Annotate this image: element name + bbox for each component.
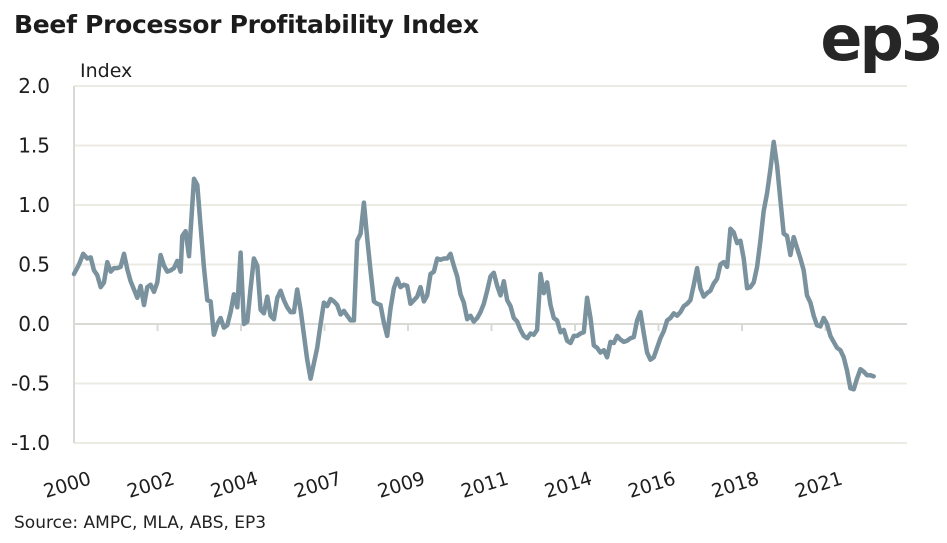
chart-title: Beef Processor Profitability Index [14, 10, 479, 39]
x-tick-label: 2004 [208, 468, 261, 503]
x-tick-label: 2011 [459, 468, 512, 503]
source-note: Source: AMPC, MLA, ABS, EP3 [14, 513, 267, 533]
x-tick-label: 2016 [626, 468, 679, 503]
x-tick-label: 2014 [542, 468, 595, 503]
x-tick-label: 2021 [793, 468, 846, 503]
x-axis-ticks: 2000 2002 2004 2007 2009 2011 2014 2016 2018 2021 [41, 324, 845, 503]
y-tick-label: -0.5 [11, 372, 50, 396]
gridlines [73, 85, 907, 444]
y-tick-label: 2.0 [18, 74, 50, 98]
series-line [71, 139, 876, 392]
x-tick-label: 2007 [292, 468, 345, 503]
y-axis-label: Index [80, 60, 132, 82]
ep3-logo: ep3 [820, 2, 944, 75]
x-tick-label: 2002 [125, 468, 178, 503]
x-tick-label: 2000 [41, 468, 94, 503]
y-tick-label: -1.0 [11, 431, 50, 455]
y-axis-ticks: 2.0 1.5 1.0 0.5 0.0 -0.5 -1.0 [11, 74, 50, 455]
y-tick-label: 0.5 [18, 253, 50, 277]
y-tick-label: 1.5 [18, 134, 50, 158]
x-tick-label: 2018 [709, 468, 762, 503]
x-tick-label: 2009 [375, 468, 428, 503]
y-tick-label: 0.0 [18, 312, 50, 336]
series-lines [71, 139, 876, 392]
y-tick-label: 1.0 [18, 193, 50, 217]
